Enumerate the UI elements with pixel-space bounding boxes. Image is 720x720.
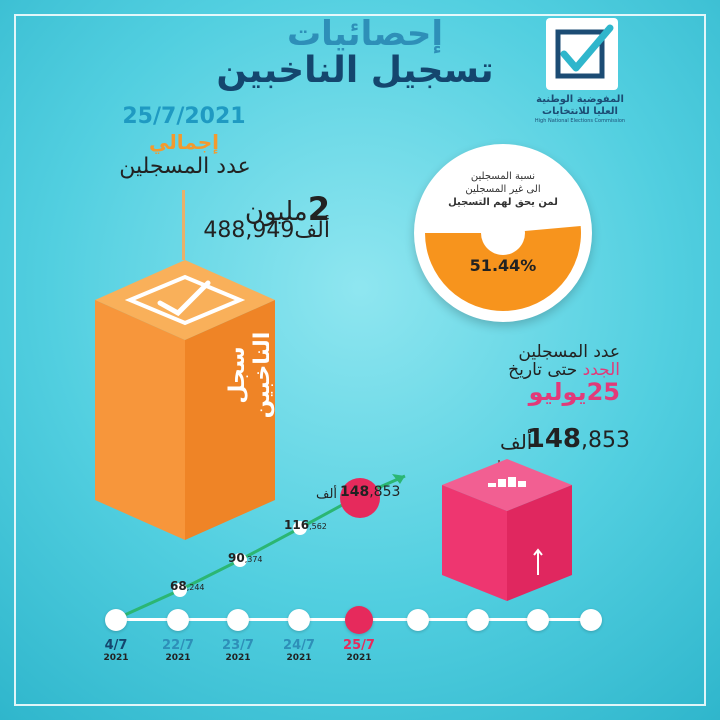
timeline-year: 2021 <box>286 653 312 663</box>
timeline-date: 23/7 <box>222 638 254 653</box>
timeline-tick <box>407 609 429 631</box>
growth-highlight-small: ,853 <box>369 484 401 500</box>
growth-highlight-unit: ألف <box>316 487 338 502</box>
total-value-unit: مليون <box>244 197 308 227</box>
timeline-tick <box>105 609 127 631</box>
new-reg-until-label: حتى تاريخ <box>508 360 578 380</box>
timeline-tick <box>288 609 310 631</box>
ratio-caption-line2: الى غير المسجلين <box>465 184 541 195</box>
total-value-thousands: 488,949ألف <box>203 218 330 243</box>
ratio-caption: نسبة المسجلين الى غير المسجلين لمن يحق ل… <box>430 170 576 209</box>
new-reg-value-small: ,853 <box>581 428 630 453</box>
growth-point <box>233 553 247 567</box>
timeline-tick <box>167 609 189 631</box>
growth-label-3: 116,562 <box>284 518 327 532</box>
ballot-check-icon <box>124 274 246 326</box>
timeline-year: 2021 <box>165 653 191 663</box>
page-title: تسجيل الناخبين <box>216 50 494 91</box>
voter-register-box <box>95 260 275 540</box>
timeline-tick <box>467 609 489 631</box>
timeline-tick <box>227 609 249 631</box>
new-reg-month: يوليو <box>528 378 587 406</box>
new-reg-line1: عدد المسجلين <box>518 342 620 362</box>
up-arrow-icon <box>533 548 543 575</box>
logo <box>546 18 618 90</box>
new-reg-day: 25 <box>586 378 620 406</box>
total-value-num: 2 <box>307 190 330 228</box>
logo-text-english: High National Elections Commission <box>534 118 626 124</box>
growth-label-2-big: 90 <box>228 551 245 565</box>
growth-point <box>173 583 187 597</box>
new-reg-value: 148,853 <box>450 424 630 454</box>
timeline-tick-active <box>345 606 373 634</box>
ratio-pie-slice <box>425 225 581 312</box>
timeline-date: 4/7 <box>104 638 128 653</box>
timeline-year: 2021 <box>225 653 251 663</box>
logo-text-line1: المفوضية الوطنية <box>536 94 624 105</box>
ratio-pie <box>425 211 581 312</box>
timeline-year: 2021 <box>103 653 129 663</box>
growth-highlight-big: 148 <box>340 484 370 500</box>
timeline-date: 25/7 <box>343 638 375 653</box>
timeline-date: 24/7 <box>283 638 315 653</box>
ratio-caption-line3: لمن يحق لهم التسجيل <box>448 197 558 208</box>
logo-text-line2: العليا للانتخابات <box>542 106 618 117</box>
growth-label-1: 68,244 <box>170 579 205 593</box>
new-reg-line2: الجدد حتى تاريخ <box>450 360 620 380</box>
bar-chart-icon <box>488 477 526 487</box>
checkmark-box-icon <box>555 24 614 79</box>
growth-highlight-dot <box>340 478 380 518</box>
page-supertitle: إحصائيات <box>286 14 443 54</box>
growth-arrowhead <box>392 474 405 484</box>
growth-label-3-big: 116 <box>284 518 310 532</box>
total-label: إجمالي <box>149 130 219 154</box>
connector-line-total <box>182 190 185 260</box>
timeline-tick <box>580 609 602 631</box>
total-date: 25/7/2021 <box>122 104 246 129</box>
growth-label-3-small: ,562 <box>309 522 327 531</box>
growth-label-1-small: ,244 <box>186 583 205 592</box>
new-reg-new-label: الجدد <box>582 360 620 380</box>
ratio-percent: 51.44% <box>469 256 537 275</box>
timeline-year: 2021 <box>346 653 372 663</box>
timeline-tick <box>527 609 549 631</box>
growth-label-2-small: ,374 <box>244 555 263 564</box>
frame-border <box>14 14 706 706</box>
total-value-millions: 2مليون <box>210 190 330 228</box>
new-reg-value-unit: ألف <box>500 430 533 454</box>
box-label-vertical: سجل الناخبين <box>225 331 275 419</box>
ratio-caption-line1: نسبة المسجلين <box>470 171 536 182</box>
growth-point <box>293 521 307 535</box>
timeline-date: 22/7 <box>162 638 194 653</box>
new-reg-date: 25يوليو <box>450 378 620 406</box>
new-reg-box <box>442 459 572 601</box>
growth-label-1-big: 68 <box>170 579 187 593</box>
total-subtitle: عدد المسجلين <box>119 154 251 179</box>
growth-highlight-label: 148,853 <box>340 484 430 500</box>
new-reg-value-big: 148 <box>526 424 582 454</box>
growth-label-2: 90,374 <box>228 551 263 565</box>
